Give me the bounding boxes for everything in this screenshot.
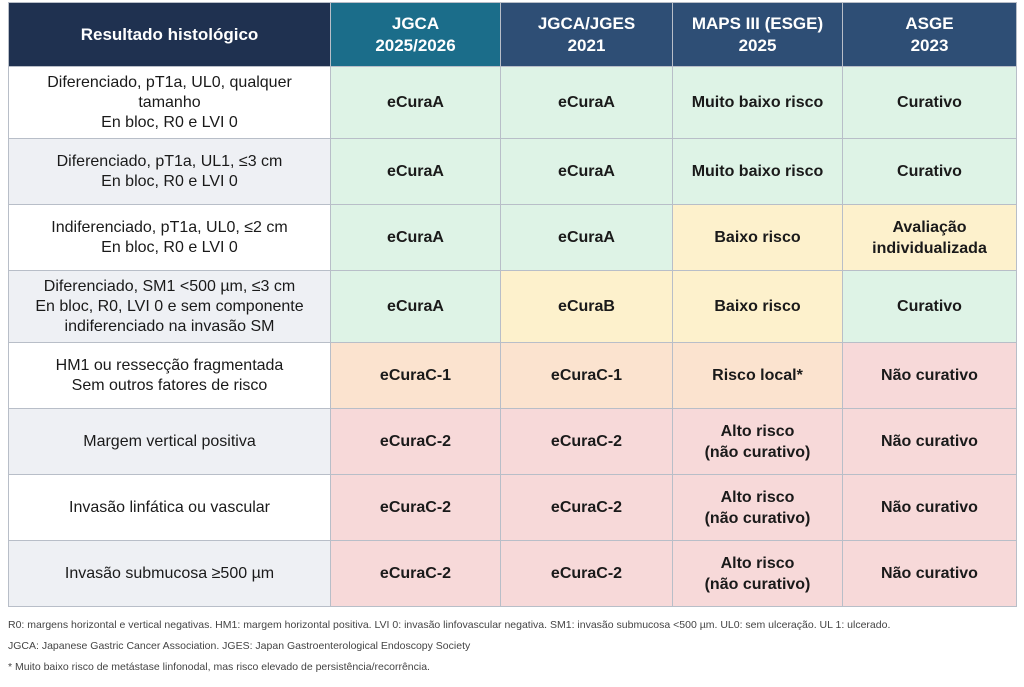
table-row: Indiferenciado, pT1a, UL0, ≤2 cm En bloc,… xyxy=(8,204,1017,271)
cell-jgca-jges-2021: eCuraA xyxy=(500,66,673,139)
cell-jgca-jges-2021: eCuraB xyxy=(500,270,673,343)
cell-asge-2023: Não curativo xyxy=(842,474,1017,541)
cell-jgca-jges-2021: eCuraA xyxy=(500,204,673,271)
header-jgca-2025: JGCA 2025/2026 xyxy=(330,2,501,67)
header-maps-iii: MAPS III (ESGE) 2025 xyxy=(672,2,843,67)
cell-maps-iii: Muito baixo risco xyxy=(672,66,843,139)
cell-asge-2023: Curativo xyxy=(842,270,1017,343)
cell-maps-iii: Alto risco (não curativo) xyxy=(672,540,843,607)
classification-table: Resultado histológico JGCA 2025/2026 JGC… xyxy=(8,2,1017,607)
cell-jgca-2025: eCuraA xyxy=(330,66,501,139)
histology-description: Invasão linfática ou vascular xyxy=(8,474,331,541)
cell-jgca-2025: eCuraA xyxy=(330,138,501,205)
cell-maps-iii: Alto risco (não curativo) xyxy=(672,408,843,475)
footnote-abbreviations: R0: margens horizontal e vertical negati… xyxy=(8,619,891,631)
cell-maps-iii: Alto risco (não curativo) xyxy=(672,474,843,541)
cell-jgca-jges-2021: eCuraC-2 xyxy=(500,408,673,475)
cell-jgca-jges-2021: eCuraC-1 xyxy=(500,342,673,409)
histology-description: Diferenciado, pT1a, UL0, qualquer tamanho… xyxy=(8,66,331,139)
table-row: Diferenciado, SM1 <500 µm, ≤3 cm En bloc,… xyxy=(8,270,1017,343)
histology-description: Indiferenciado, pT1a, UL0, ≤2 cm En bloc,… xyxy=(8,204,331,271)
cell-jgca-2025: eCuraC-2 xyxy=(330,474,501,541)
table-row: Diferenciado, pT1a, UL1, ≤3 cm En bloc, R… xyxy=(8,138,1017,205)
cell-asge-2023: Não curativo xyxy=(842,408,1017,475)
cell-asge-2023: Avaliação individualizada xyxy=(842,204,1017,271)
histology-description: Invasão submucosa ≥500 µm xyxy=(8,540,331,607)
cell-asge-2023: Curativo xyxy=(842,66,1017,139)
cell-jgca-jges-2021: eCuraC-2 xyxy=(500,540,673,607)
cell-asge-2023: Curativo xyxy=(842,138,1017,205)
header-jgca-jges-2021: JGCA/JGES 2021 xyxy=(500,2,673,67)
cell-jgca-jges-2021: eCuraC-2 xyxy=(500,474,673,541)
histology-description: Diferenciado, SM1 <500 µm, ≤3 cm En bloc,… xyxy=(8,270,331,343)
header-histology: Resultado histológico xyxy=(8,2,331,67)
table-row: Margem vertical positiva eCuraC-2 eCuraC-2… xyxy=(8,408,1017,475)
table-row: Invasão linfática ou vascular eCuraC-2 eCu… xyxy=(8,474,1017,541)
cell-asge-2023: Não curativo xyxy=(842,540,1017,607)
footnote-asterisk: * Muito baixo risco de metástase linfono… xyxy=(8,661,430,673)
cell-jgca-2025: eCuraC-1 xyxy=(330,342,501,409)
cell-asge-2023: Não curativo xyxy=(842,342,1017,409)
cell-maps-iii: Baixo risco xyxy=(672,270,843,343)
cell-maps-iii: Baixo risco xyxy=(672,204,843,271)
footnotes: R0: margens horizontal e vertical negati… xyxy=(8,618,1016,681)
table-row: Diferenciado, pT1a, UL0, qualquer tamanho… xyxy=(8,66,1017,139)
footnote-societies: JGCA: Japanese Gastric Cancer Associatio… xyxy=(8,640,471,652)
header-asge-2023: ASGE 2023 xyxy=(842,2,1017,67)
cell-jgca-jges-2021: eCuraA xyxy=(500,138,673,205)
histology-description: HM1 ou ressecção fragmentada Sem outros f… xyxy=(8,342,331,409)
cell-maps-iii: Risco local* xyxy=(672,342,843,409)
cell-jgca-2025: eCuraA xyxy=(330,204,501,271)
table-row: Invasão submucosa ≥500 µm eCuraC-2 eCuraC-… xyxy=(8,540,1017,607)
histology-description: Margem vertical positiva xyxy=(8,408,331,475)
cell-jgca-2025: eCuraC-2 xyxy=(330,408,501,475)
table-row: HM1 ou ressecção fragmentada Sem outros f… xyxy=(8,342,1017,409)
cell-jgca-2025: eCuraA xyxy=(330,270,501,343)
header-row: Resultado histológico JGCA 2025/2026 JGC… xyxy=(8,2,1017,67)
cell-maps-iii: Muito baixo risco xyxy=(672,138,843,205)
histology-description: Diferenciado, pT1a, UL1, ≤3 cm En bloc, R… xyxy=(8,138,331,205)
cell-jgca-2025: eCuraC-2 xyxy=(330,540,501,607)
